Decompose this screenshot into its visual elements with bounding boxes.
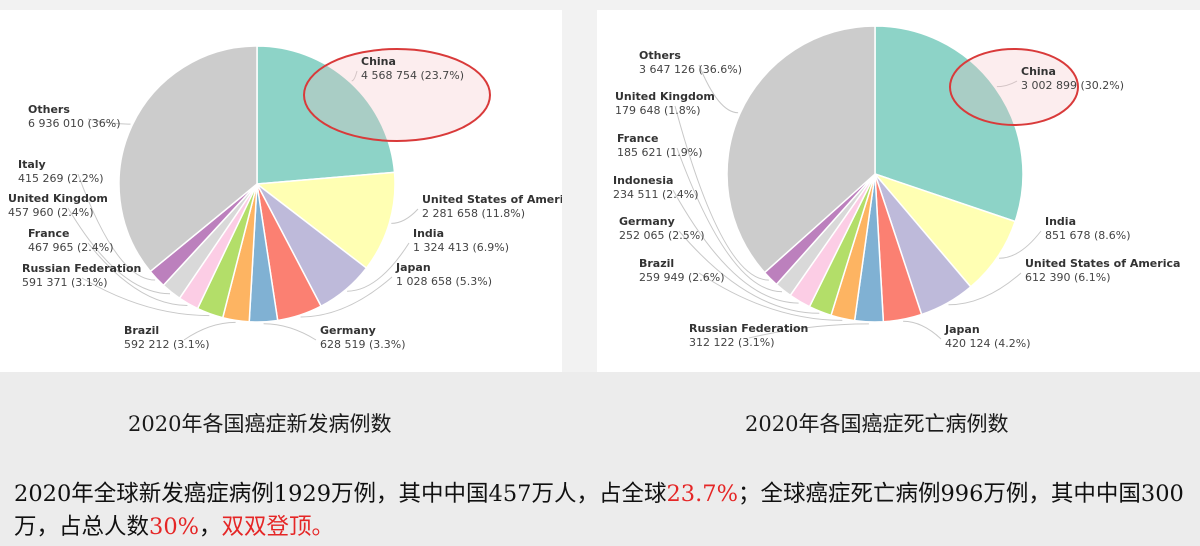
leader-line-china <box>996 80 1018 88</box>
slice-label-value-brazil: 592 212 (3.1%) <box>124 338 210 351</box>
leader-line-germany <box>678 230 820 314</box>
leader-line-united-kingdom <box>67 207 171 295</box>
summary-part1: 2020年全球新发癌症病例1929万例，其中中国457万人，占全球 <box>14 481 667 507</box>
summary-highlight-conclusion: 双双登顶。 <box>221 514 335 540</box>
slice-label-value-india: 1 324 413 (6.9%) <box>413 241 509 254</box>
slice-label-name-russian-federation: Russian Federation <box>689 322 808 335</box>
leader-line-russian-federation <box>81 277 210 317</box>
new-cases-caption: 2020年各国癌症新发病例数 <box>128 412 392 436</box>
pie-slices <box>726 25 1024 323</box>
slice-label-name-brazil: Brazil <box>124 324 159 337</box>
leader-line-indonesia <box>672 189 799 304</box>
slice-label-value-germany: 628 519 (3.3%) <box>320 338 406 351</box>
summary-highlight-new-cases-share: 23.7% <box>666 481 738 507</box>
slice-label-value-india: 851 678 (8.6%) <box>1045 229 1131 242</box>
pie-slice-china <box>874 25 1024 223</box>
leader-line-china <box>351 70 358 82</box>
slice-label-value-others: 3 647 126 (36.6%) <box>639 63 742 76</box>
slice-label-name-others: Others <box>28 103 70 116</box>
slice-label-value-italy: 415 269 (2.2%) <box>18 172 104 185</box>
deaths-pie-panel: China 3 002 899 (30.2%) India 851 678 (8.6%… <box>597 10 1200 372</box>
slice-label-name-united-kingdom: United Kingdom <box>8 192 108 205</box>
slice-label-name-france: France <box>28 227 69 240</box>
slice-label-name-france: France <box>617 132 658 145</box>
leader-lines <box>67 70 419 341</box>
slice-label-name-brazil: Brazil <box>639 257 674 270</box>
summary-text: 2020年全球新发癌症病例1929万例，其中中国457万人，占全球23.7%；全… <box>14 478 1194 544</box>
slice-label-name-china: China <box>361 55 396 68</box>
leader-line-united-states-of-america <box>391 208 419 224</box>
slice-label-name-germany: Germany <box>320 324 376 337</box>
leader-line-india <box>999 230 1042 259</box>
leader-line-others <box>87 118 131 125</box>
slice-label-name-italy: Italy <box>18 158 46 171</box>
deaths-caption: 2020年各国癌症死亡病例数 <box>745 412 1009 436</box>
slice-label-name-india: India <box>1045 215 1076 228</box>
slice-label-name-japan: Japan <box>944 323 980 336</box>
slice-label-value-china: 4 568 754 (23.7%) <box>361 69 464 82</box>
leader-line-germany <box>263 323 317 341</box>
slice-label-value-brazil: 259 949 (2.6%) <box>639 271 725 284</box>
slice-label-value-united-states-of-america: 612 390 (6.1%) <box>1025 271 1111 284</box>
slice-label-name-united-states-of-america: United States of America <box>422 193 562 206</box>
china-highlight-ellipse <box>303 48 491 142</box>
new-cases-pie-panel: China 4 568 754 (23.7%) United States of A… <box>0 10 562 372</box>
leader-line-india <box>347 242 410 292</box>
slice-label-value-france: 185 621 (1.9%) <box>617 146 703 159</box>
slice-label-value-japan: 420 124 (4.2%) <box>945 337 1031 350</box>
slice-label-value-others: 6 936 010 (36%) <box>28 117 121 130</box>
china-highlight-ellipse <box>949 48 1079 126</box>
slice-label-name-germany: Germany <box>619 215 675 228</box>
slice-label-value-china: 3 002 899 (30.2%) <box>1021 79 1124 92</box>
slice-label-value-russian-federation: 312 122 (3.1%) <box>689 336 775 349</box>
slice-label-name-united-kingdom: United Kingdom <box>615 90 715 103</box>
leader-line-brazil <box>183 321 236 341</box>
leader-line-others <box>698 64 739 114</box>
leader-line-united-states-of-america <box>948 272 1022 306</box>
slice-label-name-russian-federation: Russian Federation <box>22 262 141 275</box>
leader-line-japan <box>300 276 393 318</box>
leader-line-japan <box>903 320 942 340</box>
slice-label-value-indonesia: 234 511 (2.4%) <box>613 188 699 201</box>
slice-label-name-japan: Japan <box>395 261 431 274</box>
slice-label-name-united-states-of-america: United States of America <box>1025 257 1180 270</box>
slice-label-value-germany: 252 065 (2.5%) <box>619 229 705 242</box>
leader-line-brazil <box>698 272 843 321</box>
summary-highlight-deaths-share: 30% <box>149 514 200 540</box>
pie-slice-others <box>726 25 876 274</box>
slice-label-name-china: China <box>1021 65 1056 78</box>
pie-slice-others <box>118 45 258 273</box>
leader-line-france <box>676 147 783 293</box>
pie-slice-united-states-of-america <box>255 171 396 270</box>
pie-slice-china <box>256 45 396 185</box>
summary-part2: ；全球癌症死亡病例996万例，其中中国300万，占总人数 <box>14 481 1184 540</box>
leader-line-france <box>87 242 188 306</box>
leader-line-russian-federation <box>748 323 869 339</box>
slice-label-value-united-kingdom: 457 960 (2.4%) <box>8 206 94 219</box>
summary-part3: ， <box>199 514 222 540</box>
slice-label-name-indonesia: Indonesia <box>613 174 673 187</box>
slice-label-value-france: 467 965 (2.4%) <box>28 241 114 254</box>
slice-label-name-others: Others <box>639 49 681 62</box>
slice-label-name-india: India <box>413 227 444 240</box>
slice-label-value-russian-federation: 591 371 (3.1%) <box>22 276 108 289</box>
leader-line-united-kingdom <box>674 105 769 281</box>
leader-line-italy <box>77 173 156 281</box>
slice-label-value-united-states-of-america: 2 281 658 (11.8%) <box>422 207 525 220</box>
pie-slices <box>118 45 396 323</box>
slice-label-value-japan: 1 028 658 (5.3%) <box>396 275 492 288</box>
leader-lines <box>672 64 1042 340</box>
slice-label-value-united-kingdom: 179 648 (1.8%) <box>615 104 701 117</box>
